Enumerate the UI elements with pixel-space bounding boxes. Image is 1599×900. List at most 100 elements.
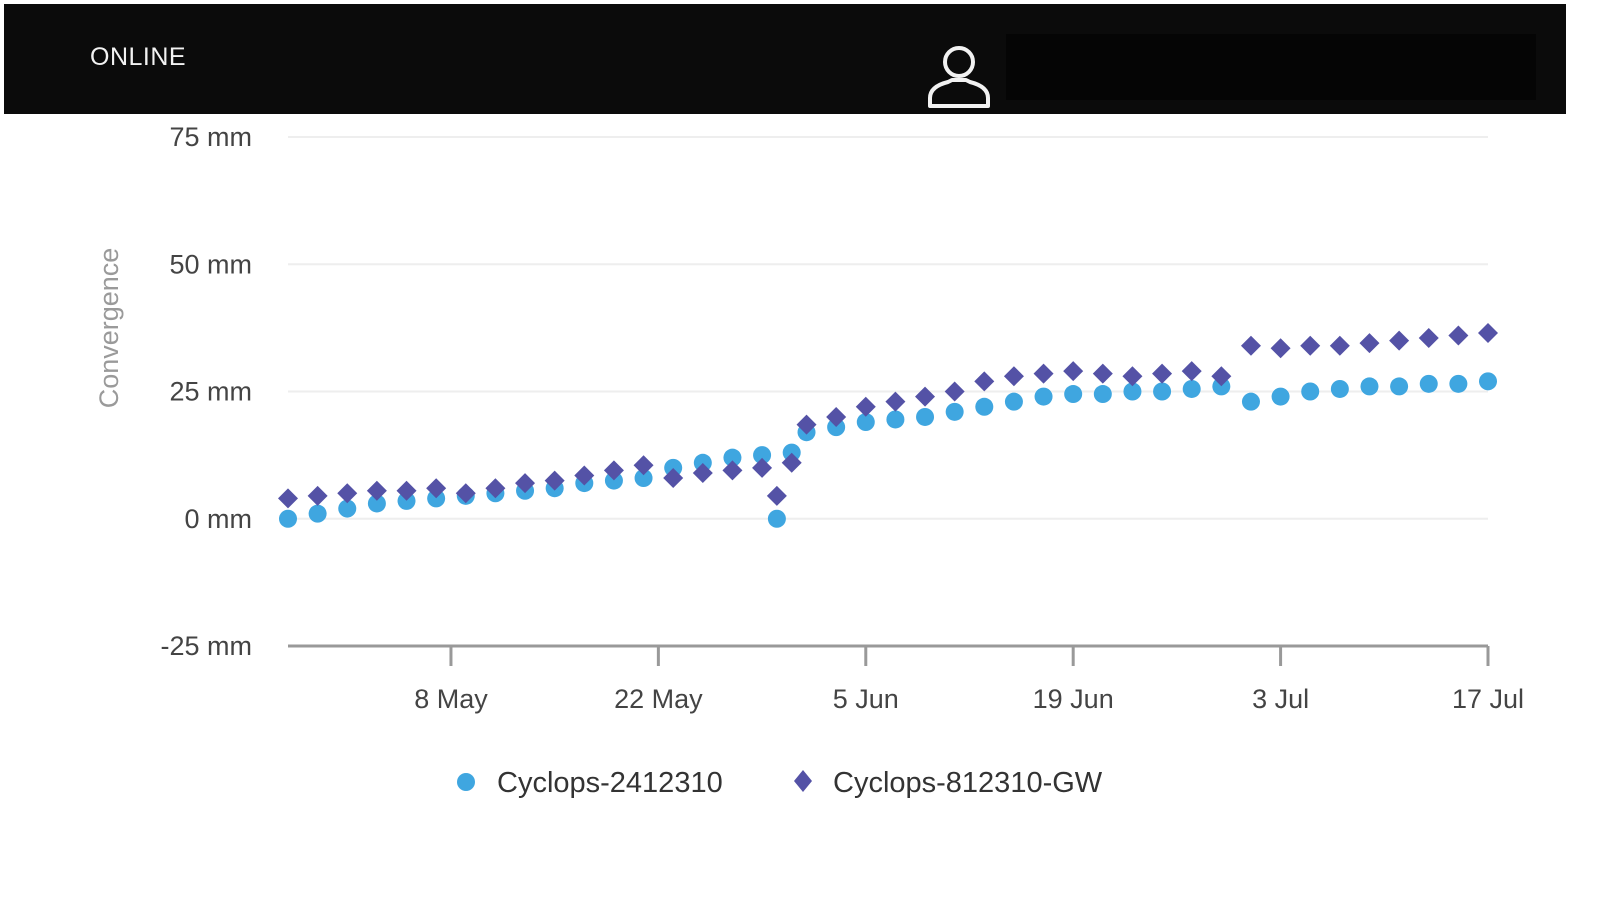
data-point: [692, 462, 713, 483]
x-tick-label: 17 Jul: [1452, 684, 1524, 714]
y-tick-label: 0 mm: [185, 504, 253, 534]
data-point: [307, 485, 328, 506]
data-point: [634, 469, 653, 488]
data-point: [544, 470, 565, 491]
header-field: [1006, 34, 1536, 100]
data-point: [367, 494, 386, 513]
data-point: [396, 480, 417, 501]
data-point: [766, 485, 787, 506]
data-point: [1123, 382, 1142, 401]
data-point: [1479, 372, 1497, 391]
data-point: [1419, 374, 1438, 393]
data-point: [1330, 379, 1349, 398]
legend-marker-a: [457, 773, 475, 791]
data-point: [1212, 377, 1231, 396]
data-point: [1181, 361, 1202, 382]
legend-label-a[interactable]: Cyclops-2412310: [497, 767, 723, 799]
x-tick-label: 8 May: [414, 684, 488, 714]
data-point: [1063, 361, 1084, 382]
data-point: [664, 458, 683, 477]
data-point: [603, 460, 624, 481]
y-tick-label: 25 mm: [169, 377, 252, 407]
data-point: [337, 483, 358, 504]
data-point: [278, 488, 298, 509]
data-point: [1390, 377, 1409, 396]
data-point: [1241, 392, 1260, 411]
legend-marker-b: [794, 770, 812, 792]
data-point: [693, 453, 712, 472]
data-point: [1448, 325, 1469, 346]
data-point: [782, 443, 801, 462]
x-tick-label: 3 Jul: [1252, 684, 1309, 714]
data-point: [1478, 322, 1498, 343]
data-point: [1004, 392, 1023, 411]
data-point: [975, 397, 994, 416]
data-point: [1449, 374, 1468, 393]
data-point: [633, 455, 654, 476]
top-bar: ONLINE: [4, 4, 1566, 114]
legend-label-b[interactable]: Cyclops-812310-GW: [833, 767, 1103, 799]
x-axis: 8 May 22 May 5 Jun 19 Jun 3 Jul 17 Jul: [288, 644, 1524, 714]
x-tick-label: 19 Jun: [1033, 684, 1114, 714]
data-point: [974, 371, 995, 392]
grid-lines: [288, 136, 1488, 520]
data-point: [915, 386, 936, 407]
legend: Cyclops-2412310 Cyclops-812310-GW: [457, 767, 1103, 799]
data-point: [1064, 385, 1083, 404]
data-point: [1301, 382, 1320, 401]
data-point: [1329, 335, 1350, 356]
data-point: [722, 460, 743, 481]
data-point: [1152, 363, 1173, 384]
data-point: [781, 452, 802, 473]
data-point: [944, 381, 965, 402]
user-icon[interactable]: [926, 42, 992, 110]
data-point: [1034, 387, 1053, 406]
data-point: [1211, 366, 1232, 387]
data-point: [308, 504, 327, 523]
connection-status: ONLINE: [90, 43, 187, 71]
data-point: [767, 509, 786, 528]
x-tick-label: 5 Jun: [833, 684, 899, 714]
y-tick-label: -25 mm: [160, 631, 252, 661]
data-point: [1003, 366, 1024, 387]
data-point: [1093, 385, 1112, 404]
data-point: [916, 407, 935, 426]
data-point: [515, 473, 536, 494]
data-point: [485, 478, 506, 499]
data-point: [945, 402, 964, 421]
data-point: [827, 418, 846, 437]
data-point: [663, 468, 684, 489]
data-point: [397, 491, 416, 510]
data-point: [455, 483, 476, 504]
data-point: [886, 410, 905, 429]
y-tick-label: 50 mm: [169, 249, 252, 279]
series-cyclops-2412310: [279, 372, 1497, 528]
data-point: [427, 489, 446, 508]
data-point: [855, 396, 876, 417]
data-point: [1359, 333, 1380, 354]
data-point: [1300, 335, 1321, 356]
data-point: [723, 448, 742, 467]
data-point: [366, 480, 387, 501]
data-point: [604, 471, 623, 490]
data-point: [856, 413, 875, 432]
data-point: [1389, 330, 1410, 351]
data-point: [338, 499, 357, 518]
data-point: [574, 465, 595, 486]
data-point: [1418, 328, 1439, 349]
data-point: [885, 391, 906, 412]
x-tick-label: 22 May: [614, 684, 703, 714]
data-point: [426, 478, 447, 499]
data-point: [279, 509, 297, 528]
data-point: [1271, 387, 1290, 406]
data-point: [1122, 366, 1143, 387]
data-point: [1153, 382, 1172, 401]
data-point: [752, 457, 773, 478]
data-point: [1240, 335, 1261, 356]
data-point: [1360, 377, 1379, 396]
data-point: [1270, 338, 1291, 359]
y-tick-label: 75 mm: [169, 122, 252, 152]
series-cyclops-812310-gw: [278, 322, 1498, 509]
data-point: [1092, 363, 1113, 384]
